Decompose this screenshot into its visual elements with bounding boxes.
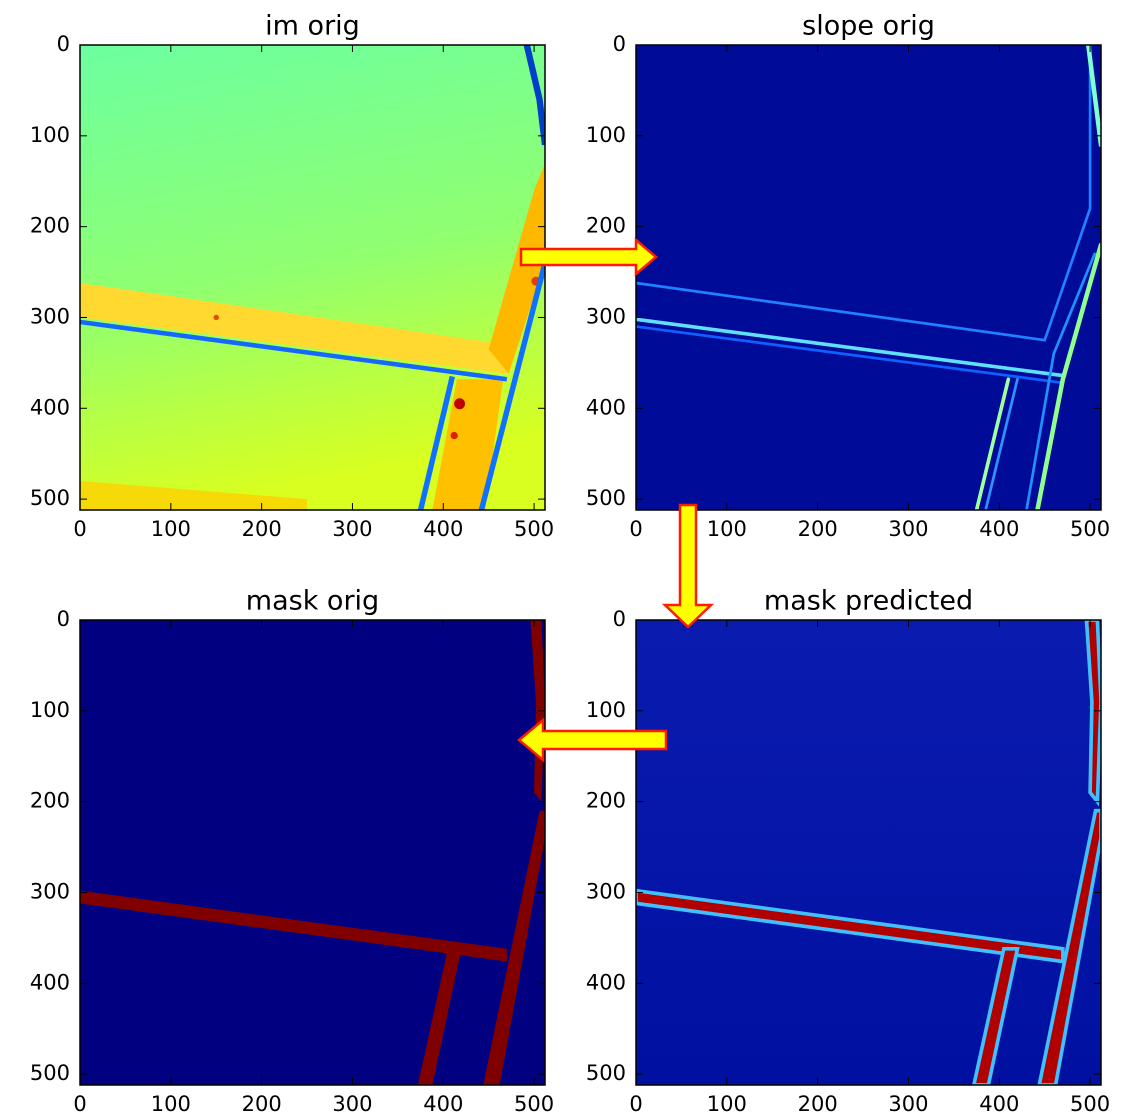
image [636,620,1101,1085]
y-tick-label: 500 [586,1061,626,1085]
panel-title: mask orig [246,586,379,617]
axes-frame [635,44,1102,511]
axes-frame [79,619,546,1086]
x-tick-label: 300 [332,1092,372,1116]
y-tick-label: 100 [30,698,70,722]
x-tick-label: 100 [151,517,191,541]
axes-frame [635,619,1102,1086]
y-tick-label: 300 [30,879,70,903]
y-tick-label: 200 [30,214,70,238]
image [636,45,1101,510]
y-tick-label: 400 [30,970,70,994]
y-tick-label: 300 [586,304,626,328]
y-tick-label: 100 [586,698,626,722]
x-tick-label: 400 [423,517,463,541]
axes-frame [79,44,546,511]
x-tick-label: 200 [798,517,838,541]
x-tick-label: 300 [888,1092,928,1116]
x-tick-label: 0 [629,517,642,541]
arrow [661,503,715,629]
image [80,620,545,1085]
x-tick-label: 0 [73,1092,86,1116]
y-tick-label: 0 [57,607,70,631]
x-tick-label: 100 [151,1092,191,1116]
panel-title: im orig [265,11,360,42]
y-tick-label: 100 [30,123,70,147]
x-tick-label: 400 [423,1092,463,1116]
x-tick-label: 200 [798,1092,838,1116]
x-tick-label: 300 [888,517,928,541]
y-tick-label: 100 [586,123,626,147]
panel-title: slope orig [802,11,935,42]
y-tick-label: 0 [613,32,626,56]
x-tick-label: 200 [242,1092,282,1116]
y-tick-label: 200 [30,789,70,813]
y-tick-label: 500 [30,1061,70,1085]
x-tick-label: 300 [332,517,372,541]
y-tick-label: 400 [586,970,626,994]
x-tick-label: 100 [707,1092,747,1116]
y-tick-label: 0 [57,32,70,56]
arrow [517,717,668,763]
y-tick-label: 500 [30,486,70,510]
x-tick-label: 400 [979,517,1019,541]
x-tick-label: 0 [73,517,86,541]
arrows [517,237,715,763]
y-tick-label: 400 [586,395,626,419]
x-tick-label: 400 [979,1092,1019,1116]
y-tick-label: 500 [586,486,626,510]
panel-title: mask predicted [764,586,973,617]
y-tick-label: 300 [30,304,70,328]
y-tick-label: 200 [586,214,626,238]
y-tick-label: 0 [613,607,626,631]
x-tick-label: 500 [1070,1092,1110,1116]
x-tick-label: 100 [707,517,747,541]
x-tick-label: 500 [514,517,554,541]
image [80,45,545,510]
y-tick-label: 400 [30,395,70,419]
x-tick-label: 500 [514,1092,554,1116]
x-tick-label: 500 [1070,517,1110,541]
y-tick-label: 300 [586,879,626,903]
y-tick-label: 200 [586,789,626,813]
arrow [519,237,658,277]
x-tick-label: 0 [629,1092,642,1116]
x-tick-label: 200 [242,517,282,541]
